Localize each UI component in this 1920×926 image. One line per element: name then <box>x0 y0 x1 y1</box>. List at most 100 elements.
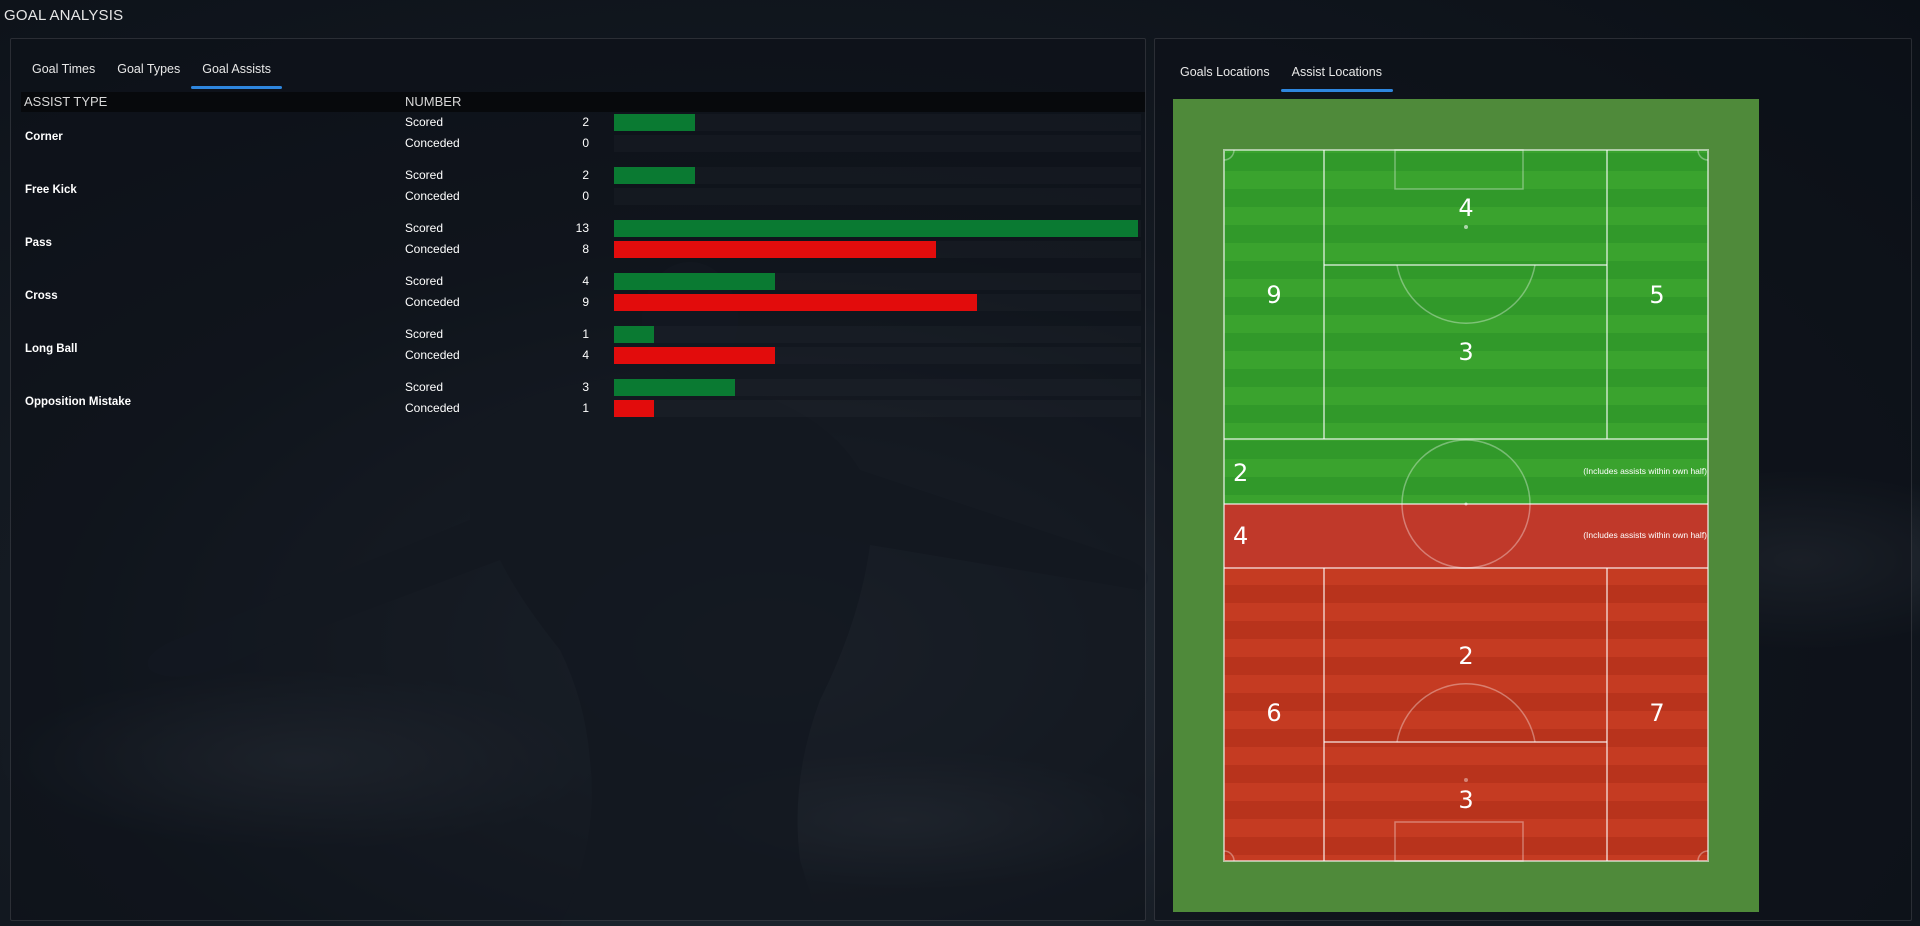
goal-analysis-tabs: Goal Times Goal Types Goal Assists <box>21 53 282 89</box>
row-value: 13 <box>575 221 589 235</box>
assist-group-long-ball: Long Ball Scored 1 Conceded 4 <box>21 324 1145 377</box>
conceded-zone-area <box>1224 568 1708 861</box>
assist-group-free-kick: Free Kick Scored 2 Conceded 0 <box>21 165 1145 218</box>
conceded-row: Conceded 0 <box>405 133 1145 154</box>
tab-goal-types[interactable]: Goal Types <box>117 62 181 76</box>
row-label: Conceded <box>405 242 460 256</box>
bar-track <box>614 379 1141 396</box>
scored-bar <box>614 273 776 290</box>
zone-count-scored-own-half: 2 <box>1233 459 1248 487</box>
row-value: 1 <box>582 327 589 341</box>
scored-row: Scored 2 <box>405 112 1145 133</box>
scored-row: Scored 13 <box>405 218 1145 239</box>
conceded-row: Conceded 1 <box>405 398 1145 419</box>
assist-type-label: Free Kick <box>25 184 77 196</box>
row-label: Scored <box>405 168 444 182</box>
scored-bar <box>614 114 695 131</box>
assist-type-label: Cross <box>25 290 58 302</box>
conceded-row: Conceded 8 <box>405 239 1145 260</box>
tab-goal-assists[interactable]: Goal Assists <box>191 53 282 89</box>
conceded-row: Conceded 0 <box>405 186 1145 207</box>
zone-count-top-left-wing: 9 <box>1266 281 1281 309</box>
row-label: Conceded <box>405 348 460 362</box>
bar-track <box>614 114 1141 131</box>
column-header-assist-type[interactable]: ASSIST TYPE <box>24 94 108 109</box>
zone-count-top-center: 3 <box>1458 338 1473 366</box>
zone-count-top-box: 4 <box>1458 194 1473 222</box>
tab-goal-times[interactable]: Goal Times <box>32 62 96 76</box>
row-label: Conceded <box>405 136 460 150</box>
row-value: 2 <box>582 168 589 182</box>
conceded-bar <box>614 294 977 311</box>
row-label: Scored <box>405 115 444 129</box>
bar-track <box>614 326 1141 343</box>
row-value: 2 <box>582 115 589 129</box>
bar-track <box>614 347 1141 364</box>
scored-bar <box>614 220 1138 237</box>
row-label: Scored <box>405 380 444 394</box>
own-half-note: (Includes assists within own half) <box>1583 466 1707 476</box>
pitch-surround: 4 9 5 3 2 (Includes assists within own h… <box>1173 99 1759 912</box>
bar-track <box>614 220 1141 237</box>
scored-row: Scored 3 <box>405 377 1145 398</box>
row-value: 8 <box>582 242 589 256</box>
assist-type-label: Pass <box>25 237 52 249</box>
conceded-row: Conceded 4 <box>405 345 1145 366</box>
bar-track <box>614 294 1141 311</box>
row-value: 4 <box>582 348 589 362</box>
assist-group-opposition-mistake: Opposition Mistake Scored 3 Conceded 1 <box>21 377 1145 430</box>
conceded-bar <box>614 400 655 417</box>
row-value: 3 <box>582 380 589 394</box>
own-half-note: (Includes assists within own half) <box>1583 530 1707 540</box>
locations-tabs: Goals Locations Assist Locations <box>1169 56 1394 92</box>
zone-count-bottom-center: 2 <box>1458 642 1473 670</box>
bar-track <box>614 135 1141 152</box>
conceded-bar <box>614 347 776 364</box>
scored-bar <box>614 379 735 396</box>
bar-track <box>614 241 1141 258</box>
conceded-bar <box>614 241 937 258</box>
scored-zone-area <box>1224 150 1708 504</box>
row-value: 1 <box>582 401 589 415</box>
bar-track <box>614 273 1141 290</box>
tab-goals-locations[interactable]: Goals Locations <box>1180 65 1270 79</box>
row-value: 4 <box>582 274 589 288</box>
scored-row: Scored 2 <box>405 165 1145 186</box>
column-header-number[interactable]: NUMBER <box>405 94 462 109</box>
bar-track <box>614 167 1141 184</box>
conceded-own-half-zone <box>1224 504 1708 568</box>
assist-type-label: Long Ball <box>25 343 78 355</box>
scored-row: Scored 4 <box>405 271 1145 292</box>
row-value: 9 <box>582 295 589 309</box>
goal-assists-panel: Goal Times Goal Types Goal Assists ASSIS… <box>10 38 1146 921</box>
scored-bar <box>614 167 695 184</box>
scored-bar <box>614 326 655 343</box>
assist-type-label: Opposition Mistake <box>25 396 132 408</box>
zone-count-bottom-box: 3 <box>1458 786 1473 814</box>
page-title: GOAL ANALYSIS <box>4 7 124 24</box>
row-label: Conceded <box>405 401 460 415</box>
assist-group-corner: Corner Scored 2 Conceded 0 <box>21 112 1145 165</box>
row-label: Conceded <box>405 295 460 309</box>
assist-locations-panel: Goals Locations Assist Locations <box>1154 38 1912 921</box>
row-value: 0 <box>582 136 589 150</box>
row-label: Scored <box>405 327 444 341</box>
zone-count-conceded-own-half: 4 <box>1233 522 1248 550</box>
row-label: Scored <box>405 274 444 288</box>
row-label: Conceded <box>405 189 460 203</box>
tab-assist-locations[interactable]: Assist Locations <box>1280 56 1394 92</box>
conceded-row: Conceded 9 <box>405 292 1145 313</box>
table-header: ASSIST TYPE NUMBER <box>21 92 1145 112</box>
pitch-diagram: 4 9 5 3 2 (Includes assists within own h… <box>1223 149 1709 862</box>
assist-type-label: Corner <box>25 131 63 143</box>
bar-track <box>614 400 1141 417</box>
row-value: 0 <box>582 189 589 203</box>
zone-count-bottom-right-wing: 7 <box>1649 699 1664 727</box>
scored-row: Scored 1 <box>405 324 1145 345</box>
assist-group-cross: Cross Scored 4 Conceded 9 <box>21 271 1145 324</box>
bar-track <box>614 188 1141 205</box>
row-label: Scored <box>405 221 444 235</box>
assist-group-pass: Pass Scored 13 Conceded 8 <box>21 218 1145 271</box>
zone-count-bottom-left-wing: 6 <box>1266 699 1281 727</box>
zone-count-top-right-wing: 5 <box>1649 281 1664 309</box>
